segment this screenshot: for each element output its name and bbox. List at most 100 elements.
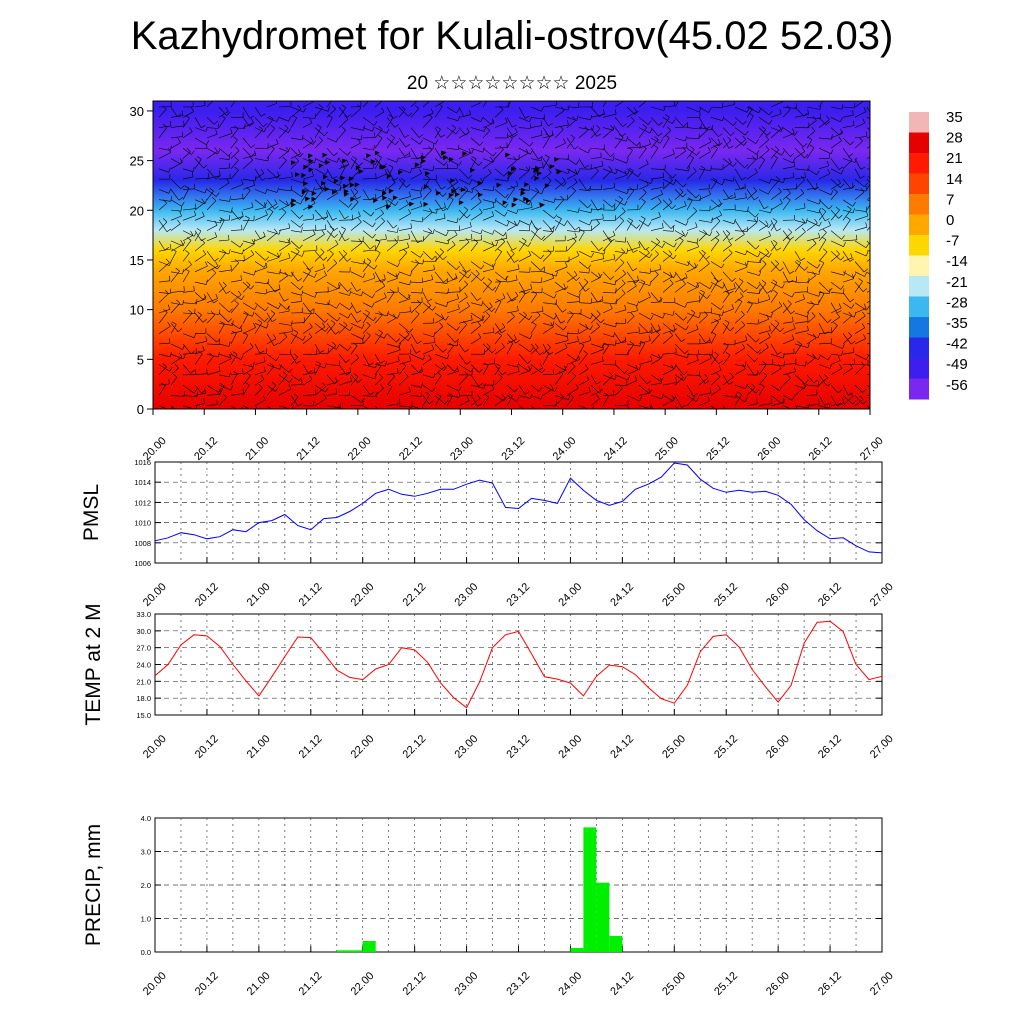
wind-barb-flag — [732, 176, 735, 182]
wind-barb-flag — [375, 239, 381, 242]
page-subtitle: 20 ☆☆☆☆☆☆☆☆ 2025 — [406, 73, 618, 94]
wind-barb — [566, 237, 577, 242]
wind-barb-flag — [807, 316, 809, 322]
wind-barb — [686, 137, 700, 139]
wind-barb — [482, 346, 491, 355]
wind-barb — [734, 266, 748, 273]
wind-barb — [566, 158, 577, 165]
wind-barb-flag — [371, 302, 375, 308]
wind-barb-flag — [327, 106, 330, 112]
wind-barb-flag — [431, 344, 435, 350]
wind-barb-flag — [588, 268, 590, 274]
wind-barb — [446, 127, 457, 135]
wind-barb-flag — [801, 227, 806, 232]
wind-barb — [278, 405, 291, 409]
wind-barb — [434, 218, 446, 221]
wind-barb-flag — [629, 341, 635, 345]
wind-barb — [398, 333, 409, 341]
wind-barb-flag — [314, 158, 317, 164]
wind-barb-flag — [553, 197, 556, 203]
wind-barb-flag — [650, 315, 654, 320]
wind-barb-flag — [335, 239, 339, 245]
wind-barb-flag — [741, 177, 747, 181]
wind-barb-flag — [498, 373, 503, 378]
pmsl-ylabel: PMSL — [80, 484, 103, 541]
wind-barb — [314, 291, 329, 293]
wind-barb-flag — [655, 238, 661, 243]
wind-barb — [566, 313, 574, 324]
wind-barb-flag — [397, 367, 399, 373]
wind-barb — [290, 220, 301, 228]
wind-barb — [506, 338, 517, 345]
wind-barb — [398, 323, 410, 333]
wind-barb — [218, 117, 226, 128]
precip-x-tick-label: 24.12 — [608, 970, 636, 998]
wind-barb-flag — [421, 366, 423, 372]
wind-barb-flag — [867, 176, 870, 178]
wind-barb-flag — [521, 237, 527, 242]
wind-barb-flag — [681, 230, 685, 236]
wind-barb — [806, 304, 815, 314]
wind-barb — [362, 177, 377, 180]
wind-barb-flag — [802, 143, 808, 148]
wind-barb — [434, 302, 447, 307]
wind-barb — [542, 104, 557, 108]
wind-barb-flag — [462, 320, 467, 325]
wind-barb — [326, 220, 334, 231]
wind-barb — [374, 354, 381, 364]
wind-pennant — [325, 160, 331, 165]
wind-barb — [806, 292, 819, 297]
precip-y-tick-label: 4.0 — [141, 814, 151, 823]
wind-barb-flag — [695, 397, 700, 402]
wind-barb-flag — [177, 138, 181, 143]
wind-barb — [446, 333, 456, 343]
wind-barb-flag — [768, 252, 772, 258]
wind-barb — [278, 160, 287, 170]
wind-barb — [398, 204, 409, 211]
wind-barb — [626, 344, 635, 355]
wind-barb — [266, 289, 281, 293]
wind-barb-flag — [854, 312, 857, 318]
wind-barb — [170, 136, 183, 139]
wind-barb-flag — [197, 156, 202, 160]
wind-barb-flag — [830, 149, 834, 154]
wind-barb — [770, 191, 782, 200]
wind-barb — [758, 330, 771, 334]
wind-barb — [314, 364, 325, 369]
wind-barb — [338, 163, 349, 170]
wind-barb — [518, 364, 530, 372]
wind-barb-flag — [478, 383, 483, 387]
wind-barb-flag — [512, 247, 517, 251]
wind-barb — [842, 251, 851, 262]
wind-barb — [446, 147, 459, 150]
wind-barb-flag — [777, 124, 782, 130]
wind-barb-flag — [493, 262, 496, 268]
wind-barb — [374, 297, 387, 303]
wind-barb — [386, 403, 401, 406]
wind-barb-flag — [807, 136, 813, 140]
wind-barb-flag — [226, 112, 231, 116]
temp-y-tick-label: 27.0 — [136, 644, 151, 653]
wind-barb-flag — [743, 289, 748, 293]
wind-barb — [242, 154, 256, 159]
wind-barb — [650, 240, 663, 248]
wind-barb — [182, 253, 190, 262]
wind-barb — [758, 318, 769, 324]
wind-barb — [746, 292, 760, 294]
wind-barb — [746, 159, 757, 170]
wind-barb — [170, 178, 182, 190]
wind-barb — [770, 128, 782, 139]
wind-barb-flag — [499, 105, 504, 110]
wind-barb — [338, 199, 349, 208]
wind-barb-flag — [877, 323, 879, 328]
temp-x-tick-label: 22.00 — [349, 733, 377, 761]
wind-barb-flag — [695, 222, 698, 228]
wind-barb — [614, 364, 625, 374]
wind-barb — [782, 321, 794, 324]
wind-barb-flag — [571, 362, 576, 367]
wind-barb-flag — [401, 106, 406, 110]
wind-barb-flag — [346, 411, 350, 414]
wind-barb — [866, 281, 870, 285]
wind-barb-flag — [231, 330, 237, 334]
